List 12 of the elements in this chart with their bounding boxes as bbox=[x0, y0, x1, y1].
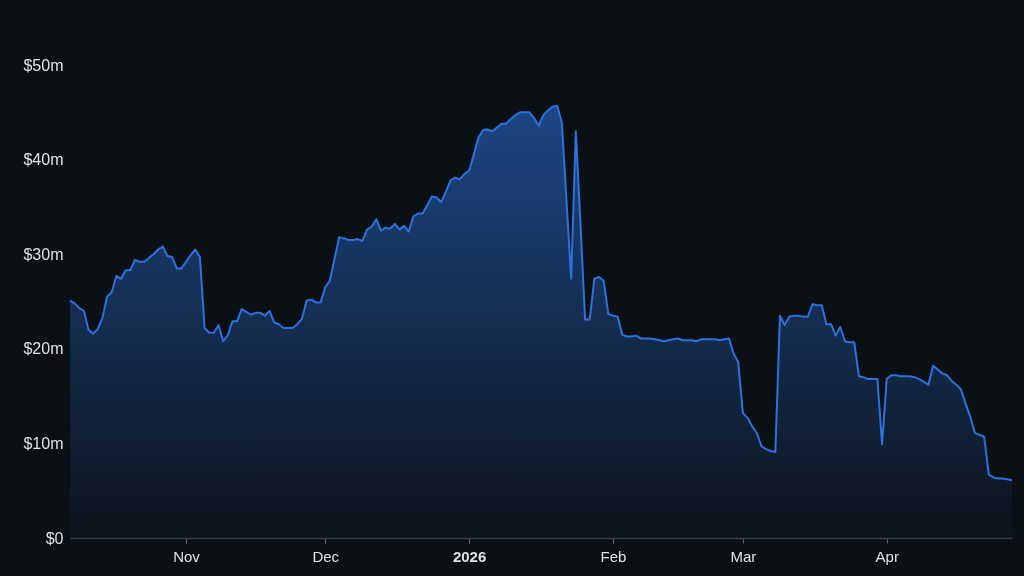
x-tick-label: Dec bbox=[312, 547, 340, 565]
x-tick-label: Mar bbox=[730, 547, 757, 565]
x-tick-label: 2026 bbox=[452, 547, 487, 565]
x-tick-label: Feb bbox=[600, 547, 627, 565]
y-tick-label: $10m bbox=[23, 434, 64, 452]
y-tick-label: $40m bbox=[23, 151, 64, 169]
y-tick-label: $50m bbox=[23, 56, 64, 74]
x-tick-label: Apr bbox=[875, 547, 899, 565]
y-tick-label: $0 bbox=[45, 529, 64, 547]
x-tick-label: Nov bbox=[173, 547, 201, 565]
y-tick-label: $30m bbox=[23, 245, 64, 263]
y-tick-label: $20m bbox=[23, 340, 64, 358]
